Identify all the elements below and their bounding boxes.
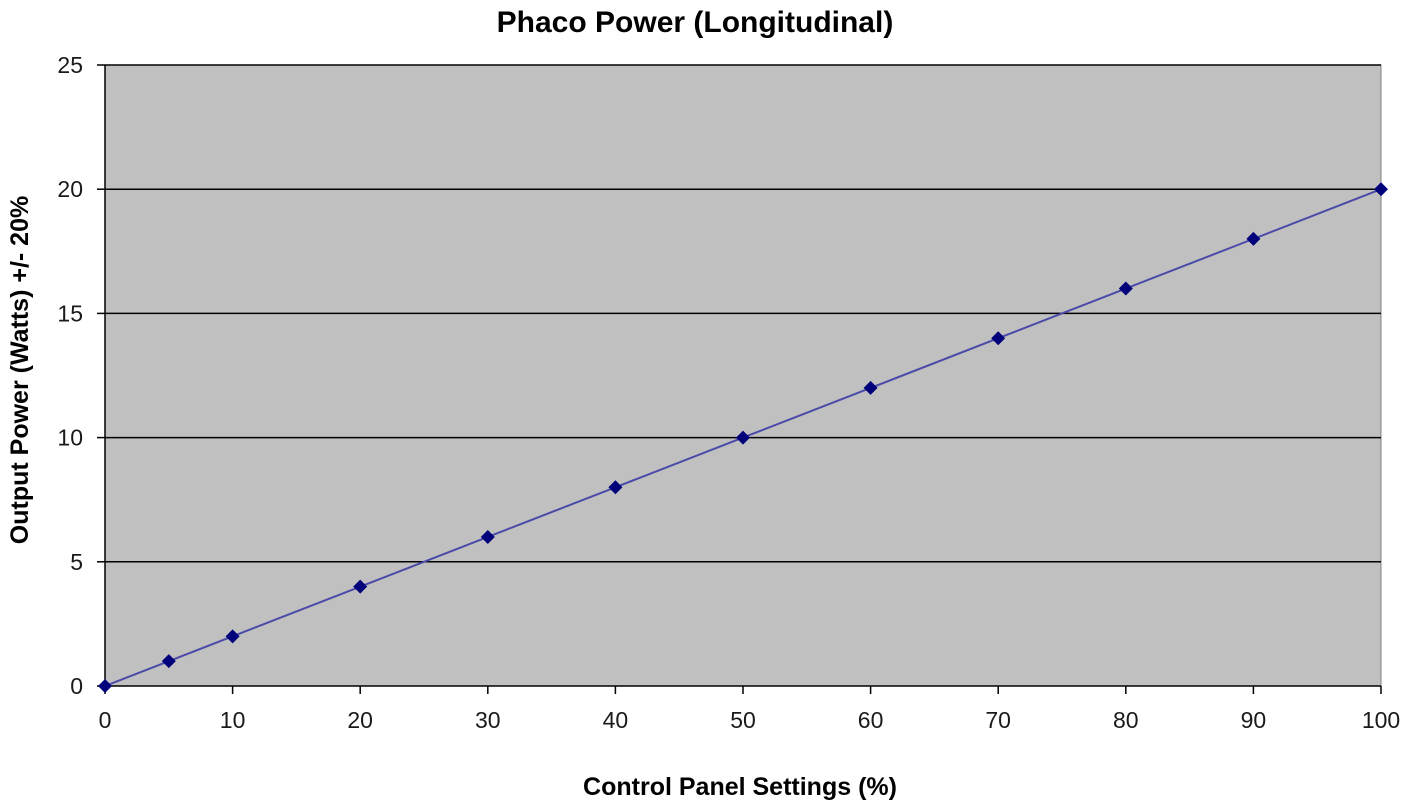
data-point-100 xyxy=(1374,182,1388,197)
data-point-50 xyxy=(736,430,750,445)
x-tick-label-0: 0 xyxy=(99,707,112,733)
series-line-0 xyxy=(104,188,1382,687)
x-tick-label-10: 10 xyxy=(220,707,246,733)
data-point-0 xyxy=(98,679,112,693)
plot-area xyxy=(104,64,1382,687)
x-tick-label-80: 80 xyxy=(1113,707,1139,733)
x-tick-label-40: 40 xyxy=(603,707,629,733)
chart-title: Phaco Power (Longitudinal) xyxy=(497,6,894,39)
data-point-5 xyxy=(161,654,176,669)
x-tick-label-70: 70 xyxy=(985,707,1011,733)
axes xyxy=(97,64,1382,694)
y-tick-label-10: 10 xyxy=(57,425,83,451)
data-point-10 xyxy=(225,629,240,644)
data-point-60 xyxy=(863,380,878,395)
y-tick-labels: 0 5 10 15 20 25 xyxy=(57,52,83,699)
x-tick-label-60: 60 xyxy=(858,707,884,733)
y-tick-label-0: 0 xyxy=(70,673,83,699)
x-tick-label-50: 50 xyxy=(730,707,756,733)
gridlines xyxy=(105,64,1381,563)
data-point-70 xyxy=(991,331,1006,346)
data-point-30 xyxy=(480,529,495,544)
y-tick-label-5: 5 xyxy=(70,549,83,575)
data-point-40 xyxy=(608,480,623,495)
x-tick-label-100: 100 xyxy=(1362,707,1400,733)
y-tick-label-15: 15 xyxy=(57,300,83,326)
data-point-90 xyxy=(1246,231,1261,246)
y-tick-label-20: 20 xyxy=(57,176,83,202)
y-axis-label: Output Power (Watts) +/- 20% xyxy=(6,196,34,544)
x-tick-label-20: 20 xyxy=(347,707,373,733)
y-tick-label-25: 25 xyxy=(57,52,83,78)
data-point-20 xyxy=(353,579,368,594)
x-tick-label-90: 90 xyxy=(1241,707,1267,733)
x-tick-label-30: 30 xyxy=(475,707,501,733)
x-axis-label: Control Panel Settings (%) xyxy=(583,773,897,801)
x-tick-labels: 0 10 20 30 40 50 60 70 80 90 100 xyxy=(99,707,1401,733)
data-point-80 xyxy=(1118,281,1133,296)
series xyxy=(98,182,1388,693)
